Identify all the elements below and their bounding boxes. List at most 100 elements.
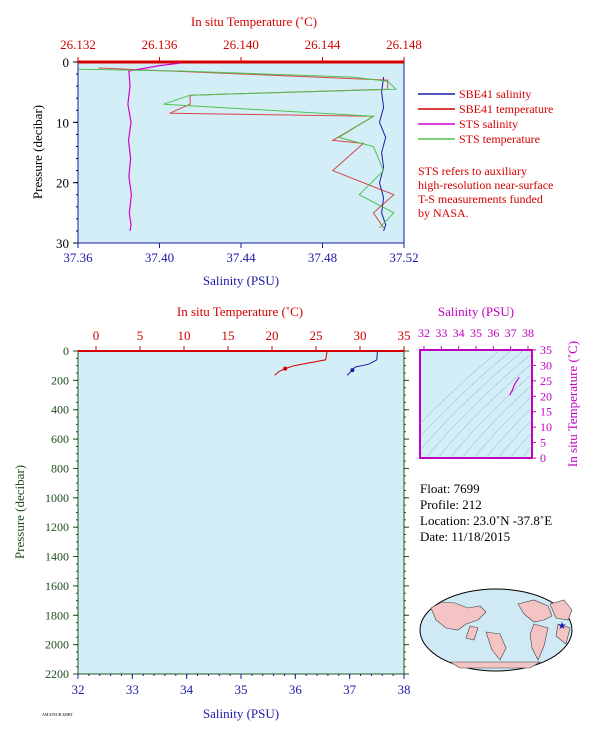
profile-chart-bottom-tick-label: 33 xyxy=(126,682,139,697)
top-chart-series xyxy=(77,62,398,232)
profile-chart-top-tick-label: 30 xyxy=(354,328,367,343)
top-chart-series-line xyxy=(77,68,398,229)
profile-marker xyxy=(350,368,355,373)
profile-chart-left-tick-label: 1600 xyxy=(45,579,69,593)
top-chart-top-tick-label: 26.148 xyxy=(386,37,422,52)
profile-chart-top-tick-label: 25 xyxy=(310,328,323,343)
top-chart-top-tick-labels: 26.132 26.136 26.140 26.144 26.148 xyxy=(60,37,422,62)
top-chart-top-axis-title: In situ Temperature (˚C) xyxy=(191,14,317,29)
map-ocean xyxy=(419,588,573,672)
ts-diagram-top-tick-label: 32 xyxy=(418,326,430,340)
top-chart-left-tick-label: 0 xyxy=(63,55,70,70)
profile-chart-bottom-tick-label: 35 xyxy=(235,682,248,697)
profile-chart-left-tick-label: 400 xyxy=(51,403,69,417)
density-contour xyxy=(425,353,532,458)
ts-diagram-right-tick-label: 20 xyxy=(540,389,552,403)
ts-diagram-right-tick-label: 0 xyxy=(540,451,546,465)
ts-diagram-top-tick-label: 34 xyxy=(453,326,465,340)
profile-chart-bottom-tick-label: 32 xyxy=(72,682,85,697)
legend-sbe41-temperature: SBE41 temperature xyxy=(459,102,553,116)
note-line: T-S measurements funded xyxy=(418,192,543,206)
profile-temperature-line xyxy=(274,350,328,376)
note-line: by NASA. xyxy=(418,206,469,220)
density-contour xyxy=(420,350,501,425)
footnote: AMATEUR KBRT xyxy=(42,712,73,717)
ts-diagram-right-tick-label: 5 xyxy=(540,436,546,450)
top-chart-left-tick-label: 30 xyxy=(56,236,69,251)
profile-chart-top-tick-labels: 0 5 10 15 20 25 30 35 xyxy=(93,328,411,351)
top-chart-top-tick-label: 26.140 xyxy=(223,37,259,52)
ts-diagram-series xyxy=(509,376,520,396)
density-contour xyxy=(437,363,532,458)
profile-chart-left-tick-label: 600 xyxy=(51,432,69,446)
profile-salinity-line xyxy=(346,350,378,376)
top-chart-bottom-tick-label: 37.48 xyxy=(308,250,337,265)
note-line: STS refers to auxiliary xyxy=(418,164,527,178)
top-chart: In situ Temperature (˚C) 26.132 26.136 26.… xyxy=(30,14,553,288)
ts-curve xyxy=(509,376,520,396)
profile-chart-bottom-tick-label: 38 xyxy=(398,682,411,697)
profile-chart-left-tick-labels: 0 200 400 600 800 1000 1200 1400 1600 1800 2000 220… xyxy=(45,344,409,681)
legend-sts-temperature: STS temperature xyxy=(459,132,540,146)
profile-chart-bottom-tick-label: 36 xyxy=(289,682,303,697)
world-map: ★ xyxy=(419,588,573,672)
profile-chart-left-tick-label: 1000 xyxy=(45,491,69,505)
ts-diagram-top-tick-label: 38 xyxy=(522,326,534,340)
map-continents xyxy=(430,599,573,669)
top-chart-top-tick-label: 26.144 xyxy=(305,37,341,52)
profile-chart-top-tick-label: 0 xyxy=(93,328,100,343)
profile-chart-left-tick-label: 1400 xyxy=(45,550,69,564)
top-chart-top-tick-label: 26.136 xyxy=(142,37,178,52)
top-chart-bottom-tick-label: 37.40 xyxy=(145,250,174,265)
profile-chart-top-tick-label: 10 xyxy=(178,328,191,343)
top-chart-left-tick-label: 10 xyxy=(56,115,69,130)
profile-date: Date: 11/18/2015 xyxy=(420,529,510,544)
top-chart-plot-area xyxy=(77,61,405,244)
profile-chart-bottom-tick-label: 37 xyxy=(343,682,357,697)
profile-chart-left-tick-label: 1800 xyxy=(45,608,69,622)
ts-diagram-right-tick-label: 30 xyxy=(540,358,552,372)
ts-diagram-top-tick-label: 33 xyxy=(435,326,447,340)
profile-chart-left-tick-label: 1200 xyxy=(45,520,69,534)
ts-diagram-right-tick-label: 35 xyxy=(540,343,552,357)
profile-chart-top-axis-title: In situ Temperature (˚C) xyxy=(177,304,303,319)
top-chart-bottom-tick-labels: 37.36 37.40 37.44 37.48 37.52 xyxy=(63,243,419,265)
profile-chart-plot-area xyxy=(77,350,405,675)
legend-sbe41-salinity: SBE41 salinity xyxy=(459,87,531,101)
top-chart-left-axis-title: Pressure (decibar) xyxy=(30,105,45,199)
profile-chart-bottom-axis-title: Salinity (PSU) xyxy=(203,706,279,721)
top-chart-bottom-tick-label: 37.52 xyxy=(389,250,418,265)
profile-chart-top-tick-label: 15 xyxy=(222,328,235,343)
density-contour xyxy=(497,419,532,458)
ts-diagram-right-tick-label: 10 xyxy=(540,420,552,434)
ts-diagram-plot-area xyxy=(419,349,533,459)
density-contour xyxy=(420,350,513,438)
profile-number: Profile: 212 xyxy=(420,497,482,512)
top-chart-bottom-axis-title: Salinity (PSU) xyxy=(203,273,279,288)
profile-marker xyxy=(283,366,288,371)
profile-chart: In situ Temperature (˚C) 0 5 10 15 20 25 30 35 … xyxy=(12,304,411,721)
float-location: Location: 23.0˚N -37.8˚E xyxy=(420,513,552,528)
profile-chart-bottom-tick-labels: 32 33 34 35 36 37 38 xyxy=(72,674,411,697)
profile-chart-left-tick-label: 2200 xyxy=(45,667,69,681)
density-contour xyxy=(521,445,532,458)
float-id: Float: 7699 xyxy=(420,481,480,496)
density-contour xyxy=(461,384,532,458)
ts-diagram-top-tick-label: 37 xyxy=(505,326,517,340)
float-position-star-icon: ★ xyxy=(558,621,567,632)
profile-chart-left-axis-title: Pressure (decibar) xyxy=(12,465,27,559)
density-contour xyxy=(485,407,532,458)
profile-chart-bottom-tick-label: 34 xyxy=(180,682,194,697)
note-line: high-resolution near-surface xyxy=(418,178,553,192)
ts-diagram-top-axis-title: Salinity (PSU) xyxy=(438,304,514,319)
ts-diagram-top-tick-labels: 32 33 34 35 36 37 38 xyxy=(418,326,534,350)
profile-chart-left-tick-label: 2000 xyxy=(45,638,69,652)
density-contour xyxy=(449,373,532,458)
top-chart-series-line xyxy=(378,77,387,232)
top-chart-left-tick-label: 20 xyxy=(56,176,69,191)
